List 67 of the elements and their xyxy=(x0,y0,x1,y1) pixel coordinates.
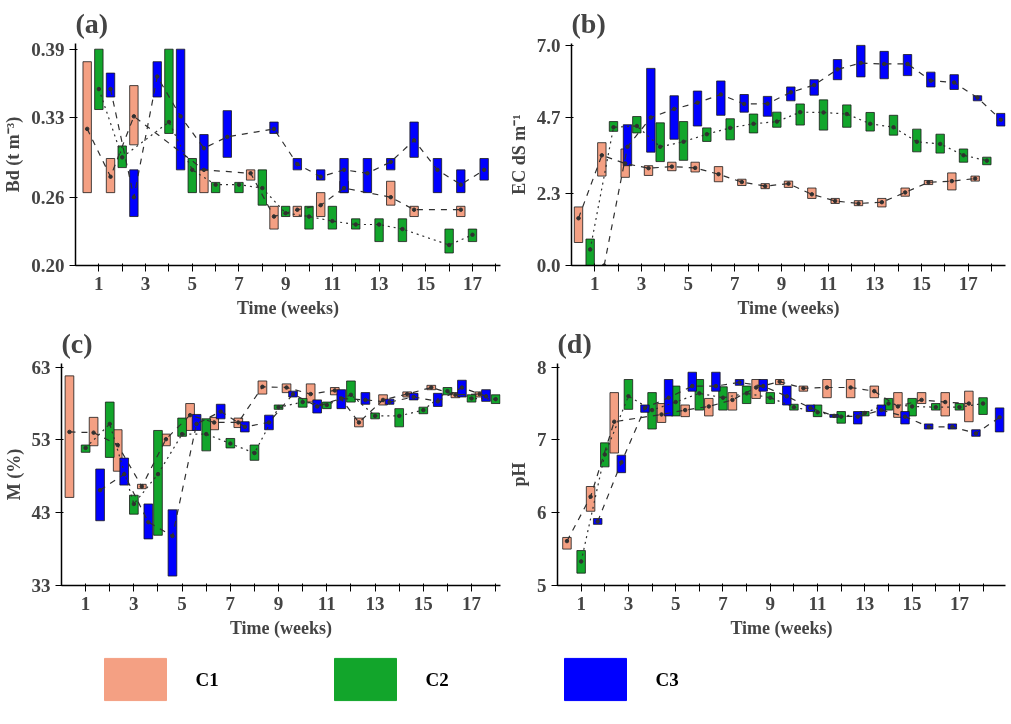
legend-label: C1 xyxy=(195,669,219,690)
y-tick-label: 53 xyxy=(31,429,51,451)
x-tick-label: 17 xyxy=(462,272,483,294)
y-tick-label: 0.26 xyxy=(31,186,65,208)
x-tick-label: 1 xyxy=(590,272,600,294)
y-tick-label: 0.39 xyxy=(31,38,65,60)
x-tick-label: 13 xyxy=(365,592,385,614)
legend-label: C3 xyxy=(655,669,679,690)
x-tick-label: 5 xyxy=(187,272,198,294)
y-tick-label: 33 xyxy=(31,575,51,596)
x-tick-label: 5 xyxy=(670,592,681,614)
y-tick-label: 6 xyxy=(537,502,547,524)
x-tick-label: 11 xyxy=(819,272,838,294)
x-tick-label: 7 xyxy=(730,272,741,294)
x-axis-title: Time (weeks) xyxy=(730,617,833,639)
y-tick-label: 0.33 xyxy=(31,107,65,128)
y-tick-label: 8 xyxy=(537,356,547,378)
chart-title: (a) xyxy=(75,7,109,39)
y-tick-label: 4.7 xyxy=(536,107,561,128)
x-tick-label: 9 xyxy=(765,592,776,614)
y-tick-label: 0.20 xyxy=(31,255,65,276)
x-axis-title: Time (weeks) xyxy=(229,617,333,639)
x-tick-label: 7 xyxy=(234,272,245,294)
x-tick-label: 11 xyxy=(317,592,336,614)
x-tick-label: 1 xyxy=(94,272,104,294)
x-tick-label: 17 xyxy=(462,592,482,614)
y-tick-label: 7 xyxy=(537,429,547,451)
x-tick-label: 3 xyxy=(636,272,647,294)
x-tick-label: 5 xyxy=(683,272,693,294)
chart-title: (c) xyxy=(61,327,93,359)
x-axis-title: Time (weeks) xyxy=(737,297,840,319)
y-tick-label: 5 xyxy=(537,575,547,596)
x-tick-label: 9 xyxy=(280,272,291,294)
x-tick-label: 1 xyxy=(80,592,91,614)
x-tick-label: 7 xyxy=(225,592,236,614)
x-tick-label: 13 xyxy=(369,272,389,294)
x-tick-label: 3 xyxy=(140,272,151,294)
y-tick-label: 0.0 xyxy=(536,255,561,276)
x-tick-label: 9 xyxy=(776,272,787,294)
x-tick-label: 15 xyxy=(902,592,922,614)
y-tick-label: 63 xyxy=(31,356,51,378)
x-tick-label: 15 xyxy=(416,272,436,294)
y-tick-label: 2.3 xyxy=(536,182,561,204)
chart-title: (b) xyxy=(571,7,606,39)
x-tick-label: 17 xyxy=(949,592,970,614)
x-tick-label: 7 xyxy=(718,592,729,614)
y-tick-label: 7.0 xyxy=(536,34,561,56)
legend-label: C2 xyxy=(425,669,449,690)
x-tick-label: 9 xyxy=(273,592,284,614)
x-tick-label: 3 xyxy=(129,592,139,614)
y-axis-title: M (%) xyxy=(3,448,25,501)
x-tick-label: 13 xyxy=(865,272,885,294)
x-tick-label: 13 xyxy=(855,592,875,614)
x-tick-label: 15 xyxy=(413,592,433,614)
y-tick-label: 43 xyxy=(31,502,51,524)
x-tick-label: 11 xyxy=(323,272,342,294)
y-axis-title: pH xyxy=(509,462,529,487)
x-tick-label: 3 xyxy=(623,592,634,614)
x-tick-label: 15 xyxy=(912,272,931,294)
y-axis-title: EC dS m⁻¹ xyxy=(508,114,529,195)
y-axis-title: Bd (t m⁻³) xyxy=(3,116,25,193)
x-tick-label: 11 xyxy=(808,592,827,614)
x-tick-label: 1 xyxy=(576,592,586,614)
chart-title: (d) xyxy=(557,327,592,359)
x-axis-title: Time (weeks) xyxy=(236,297,340,319)
x-tick-label: 5 xyxy=(177,592,187,614)
x-tick-label: 17 xyxy=(958,272,979,294)
